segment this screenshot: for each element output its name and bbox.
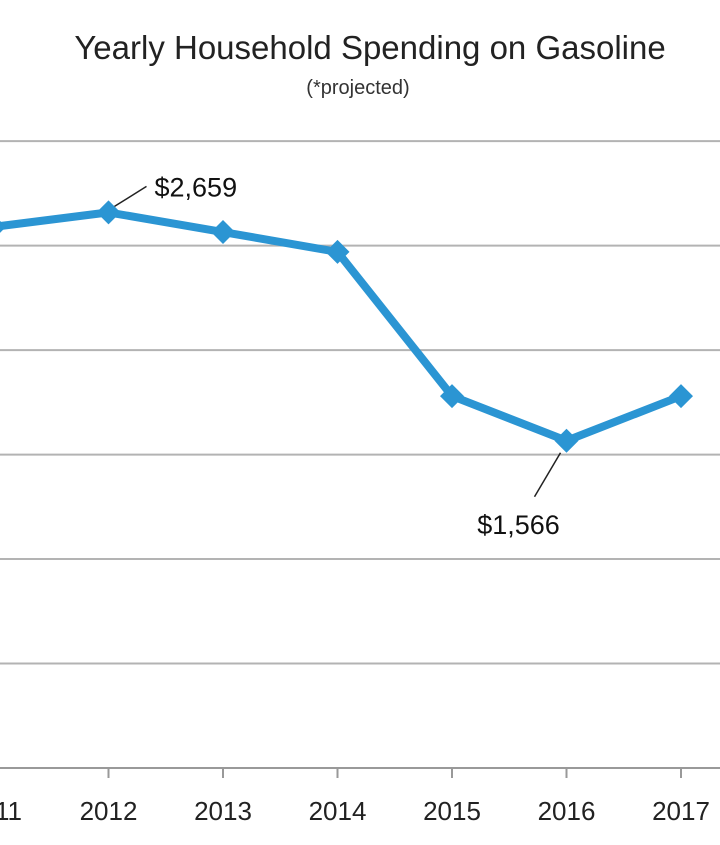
x-tick-label: 2015 [423,796,481,826]
x-tick-label: 2011 [0,796,22,826]
data-point-marker [669,384,693,409]
chart-subtitle: (*projected) [306,77,409,99]
gridlines [0,140,720,665]
x-axis-ticks: 2011 2012 2013 2014 2015 2016 2017 [0,768,710,826]
x-tick-label: 2014 [309,796,367,826]
chart-title: Yearly Household Spending on Gasoline [74,29,665,66]
data-point-marker [440,384,464,409]
x-tick-label: 2016 [538,796,596,826]
x-tick-label: 2013 [194,796,252,826]
series [0,200,693,453]
annotation-leader [114,185,147,208]
data-point-marker [0,220,6,233]
x-tick-label: 2012 [80,796,138,826]
data-point-marker [554,428,579,453]
annotation-leader [533,452,562,498]
data-point-marker [211,220,235,245]
annotations: $2,659 $1,566 [114,172,562,540]
data-point-marker [96,200,121,225]
data-point-marker [325,239,350,264]
data-label: $1,566 [477,510,560,540]
data-label: $2,659 [155,172,238,202]
x-tick-label: 2017 [652,796,710,826]
